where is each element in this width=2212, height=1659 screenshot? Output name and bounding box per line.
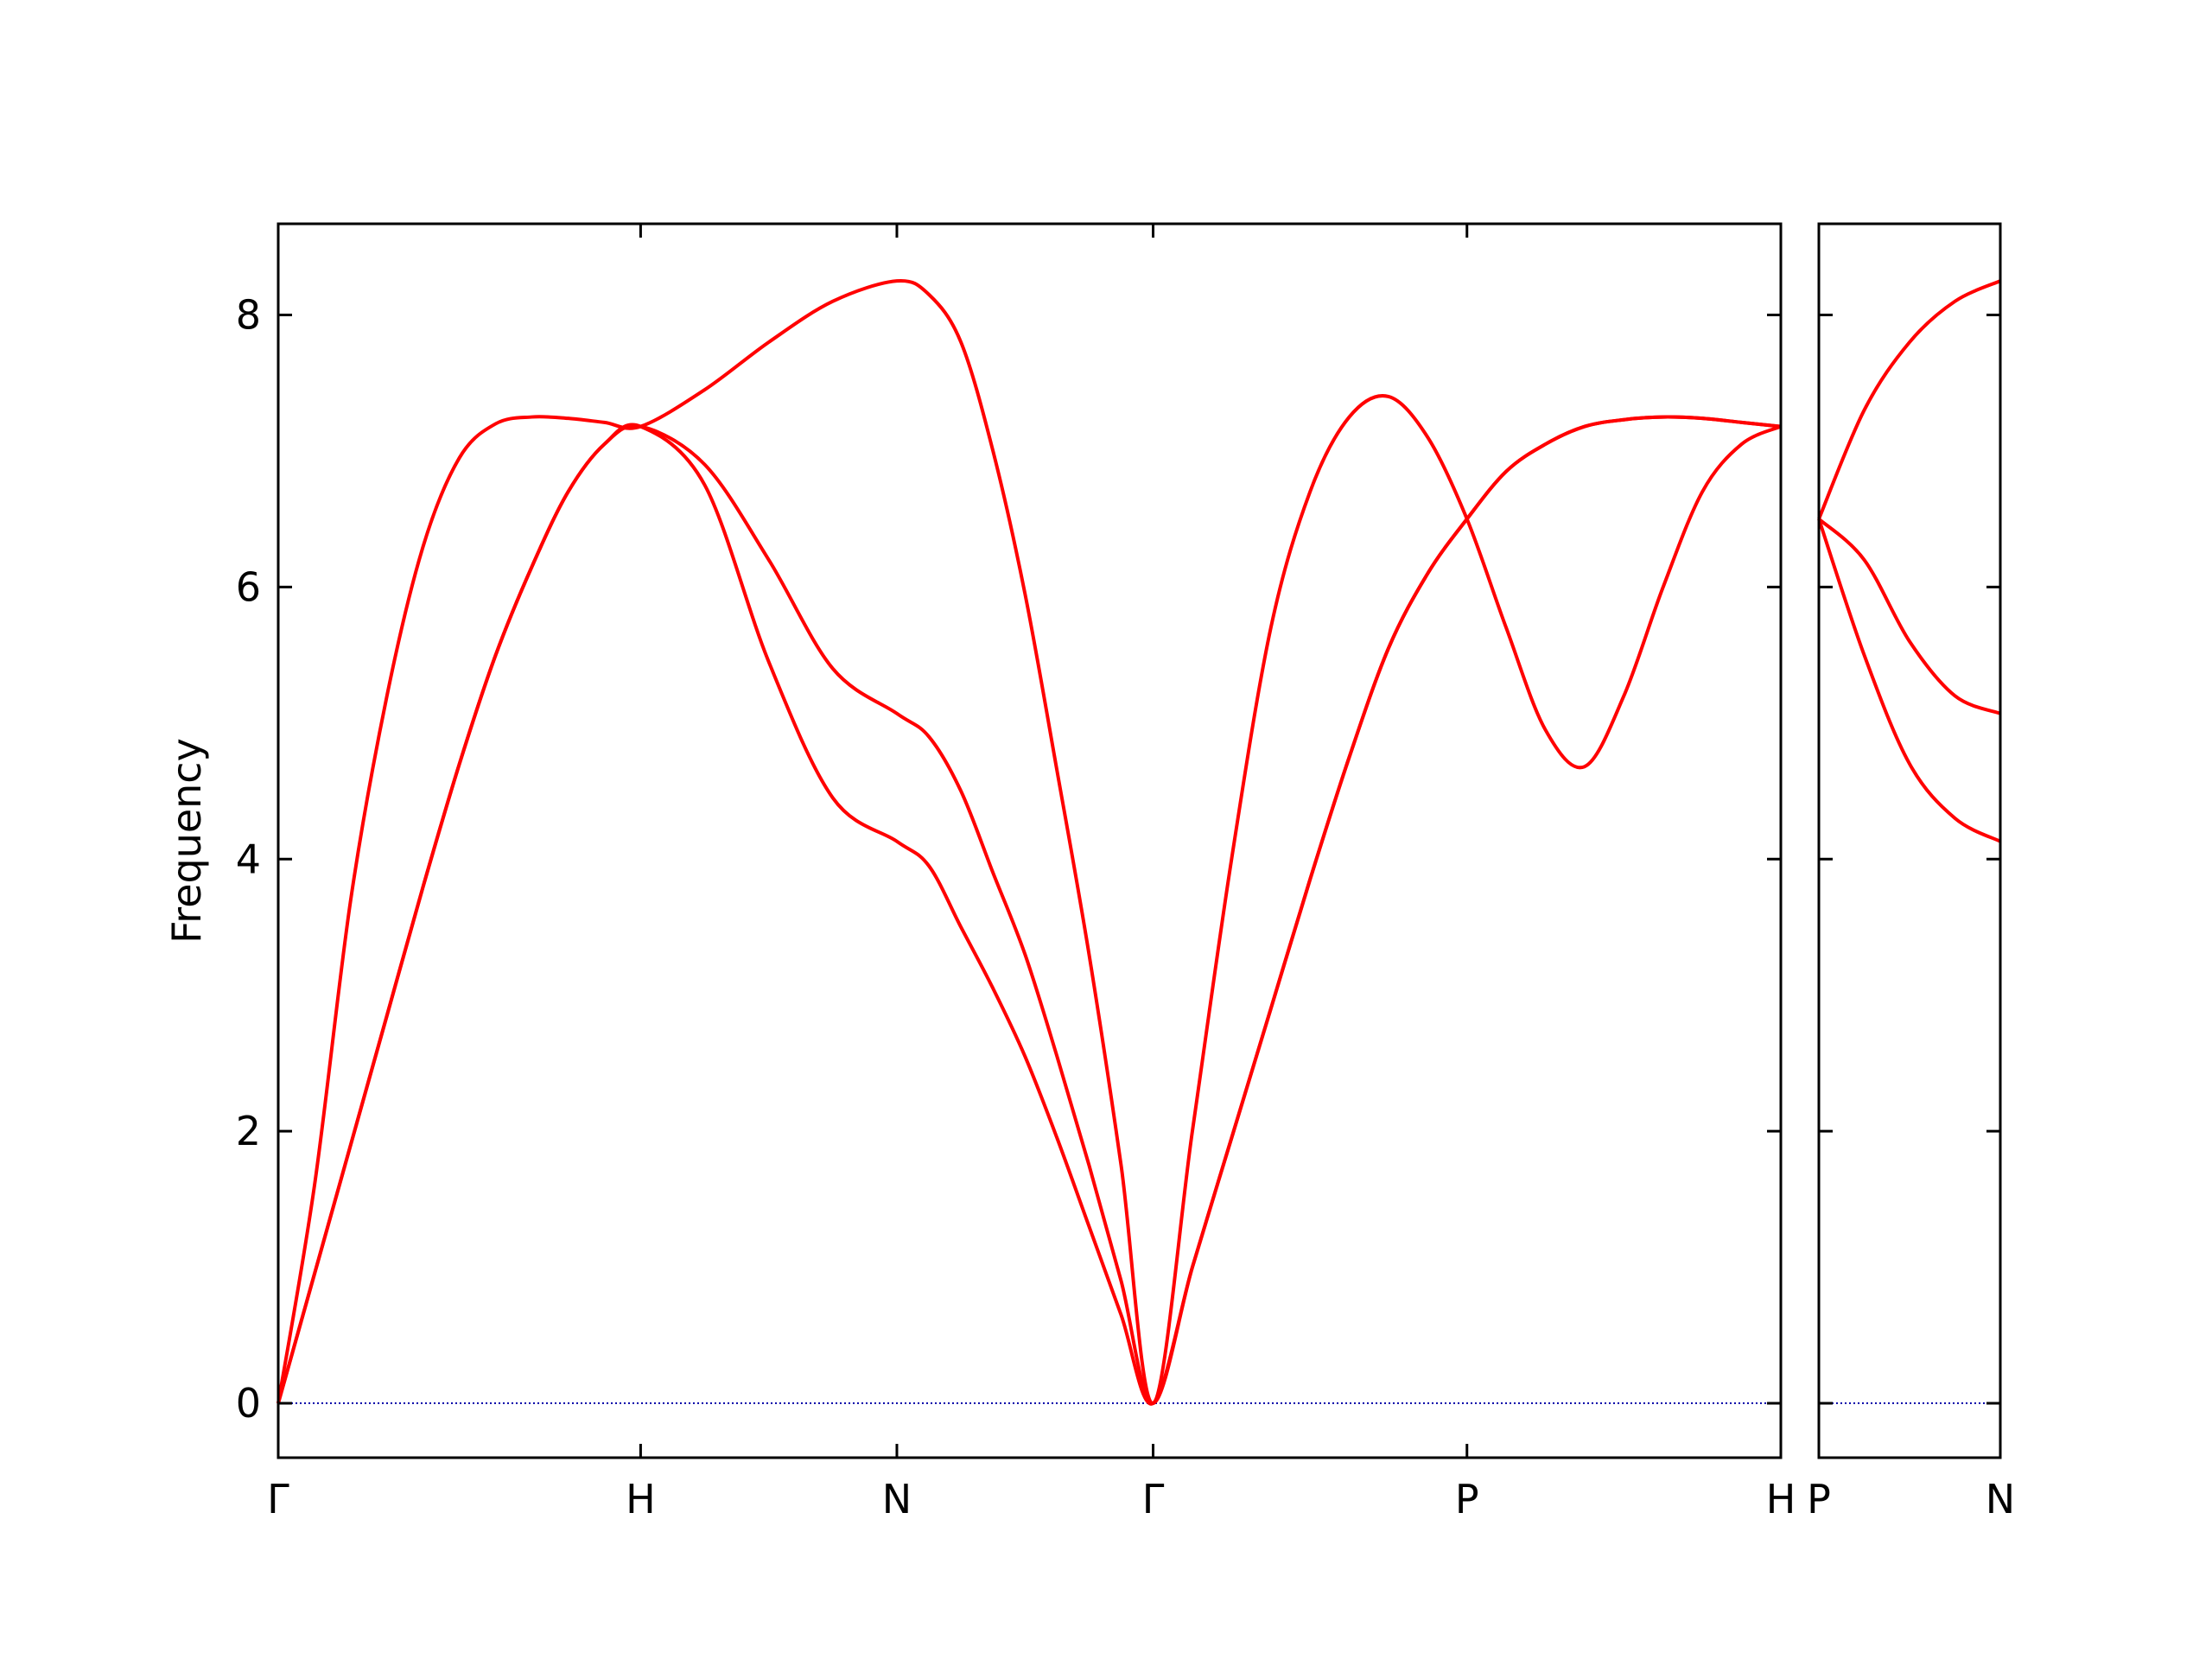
band-line bbox=[1817, 518, 2001, 715]
x-tick-label: N bbox=[882, 1476, 912, 1522]
band-line bbox=[276, 415, 1782, 1406]
y-tick-label: 2 bbox=[236, 1108, 261, 1154]
band-line bbox=[276, 415, 1782, 1406]
plot-frame bbox=[1817, 222, 2002, 1459]
x-tick-label: P bbox=[1807, 1476, 1831, 1522]
band-line bbox=[1817, 279, 2001, 520]
x-tick-label: Γ bbox=[267, 1476, 289, 1522]
y-tick-label: 8 bbox=[236, 291, 261, 338]
x-tick-label: N bbox=[1986, 1476, 2015, 1522]
x-tick-label: Γ bbox=[1142, 1476, 1165, 1522]
x-tick-label: P bbox=[1455, 1476, 1479, 1522]
y-axis-label: Frequency bbox=[163, 738, 210, 944]
x-tick-label: H bbox=[1766, 1476, 1796, 1522]
y-tick-label: 4 bbox=[236, 836, 261, 882]
band-line bbox=[276, 278, 1782, 1406]
plot-frame bbox=[276, 222, 1783, 1459]
band-line bbox=[1817, 518, 2001, 843]
y-tick-label: 0 bbox=[236, 1380, 261, 1427]
y-tick-label: 6 bbox=[236, 563, 261, 610]
x-tick-label: H bbox=[626, 1476, 656, 1522]
